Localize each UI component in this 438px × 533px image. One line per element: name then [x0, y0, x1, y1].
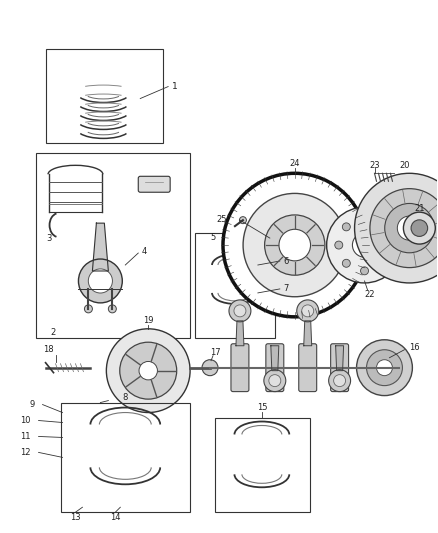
- Bar: [46, 49, 163, 143]
- Text: 17: 17: [210, 348, 220, 357]
- Circle shape: [139, 361, 157, 380]
- Text: 16: 16: [409, 343, 420, 352]
- Text: 12: 12: [20, 448, 31, 457]
- Circle shape: [367, 350, 403, 385]
- Bar: [60, 402, 190, 512]
- Circle shape: [370, 189, 438, 268]
- Circle shape: [386, 241, 394, 249]
- Bar: [35, 154, 190, 338]
- Polygon shape: [271, 346, 279, 370]
- Polygon shape: [304, 321, 312, 346]
- Polygon shape: [336, 346, 343, 370]
- Text: 4: 4: [141, 247, 147, 255]
- Bar: [215, 417, 310, 512]
- Circle shape: [343, 259, 350, 267]
- Circle shape: [379, 223, 387, 231]
- Text: 14: 14: [110, 513, 120, 522]
- Text: 10: 10: [20, 416, 31, 425]
- Circle shape: [202, 360, 218, 376]
- Text: 24: 24: [290, 159, 300, 168]
- Text: 20: 20: [399, 161, 410, 170]
- Circle shape: [343, 223, 350, 231]
- Circle shape: [265, 215, 325, 275]
- Circle shape: [328, 370, 350, 392]
- Text: 8: 8: [123, 393, 128, 402]
- Circle shape: [120, 342, 177, 399]
- Text: 18: 18: [43, 345, 54, 354]
- Text: 1: 1: [172, 82, 178, 91]
- Circle shape: [360, 215, 368, 223]
- Circle shape: [108, 305, 117, 313]
- Circle shape: [334, 375, 346, 386]
- Text: 15: 15: [257, 403, 267, 412]
- Text: 2: 2: [50, 328, 55, 337]
- Circle shape: [229, 300, 251, 322]
- Text: 7: 7: [283, 285, 289, 294]
- Circle shape: [379, 259, 387, 267]
- Circle shape: [269, 375, 281, 386]
- Circle shape: [243, 193, 346, 297]
- Polygon shape: [236, 321, 244, 346]
- FancyBboxPatch shape: [266, 344, 284, 392]
- Circle shape: [397, 216, 421, 240]
- Circle shape: [360, 267, 368, 275]
- Circle shape: [335, 241, 343, 249]
- Polygon shape: [92, 223, 108, 271]
- Circle shape: [302, 305, 314, 317]
- Circle shape: [327, 207, 403, 283]
- Circle shape: [355, 173, 438, 283]
- Text: 6: 6: [283, 256, 289, 265]
- Circle shape: [297, 300, 319, 322]
- Circle shape: [223, 173, 367, 317]
- Text: 9: 9: [30, 400, 35, 409]
- Text: 23: 23: [369, 161, 380, 170]
- Circle shape: [377, 360, 392, 376]
- Text: 5: 5: [210, 232, 215, 241]
- Circle shape: [403, 212, 435, 244]
- FancyBboxPatch shape: [138, 176, 170, 192]
- Circle shape: [106, 329, 190, 413]
- Circle shape: [279, 229, 311, 261]
- FancyBboxPatch shape: [299, 344, 317, 392]
- Circle shape: [385, 204, 434, 253]
- Bar: [195, 233, 275, 338]
- Circle shape: [88, 269, 113, 293]
- Text: 3: 3: [46, 233, 51, 243]
- Text: 13: 13: [70, 513, 81, 522]
- Circle shape: [78, 259, 122, 303]
- Text: 19: 19: [143, 316, 153, 325]
- Circle shape: [357, 340, 413, 395]
- Circle shape: [240, 216, 247, 224]
- FancyBboxPatch shape: [331, 344, 349, 392]
- FancyBboxPatch shape: [231, 344, 249, 392]
- Circle shape: [234, 305, 246, 317]
- Circle shape: [85, 305, 92, 313]
- Text: 22: 22: [364, 290, 375, 300]
- Text: 25: 25: [217, 215, 227, 224]
- Text: 21: 21: [414, 204, 424, 213]
- Circle shape: [353, 233, 377, 257]
- Circle shape: [411, 220, 427, 237]
- Text: 11: 11: [20, 432, 31, 441]
- Circle shape: [264, 370, 286, 392]
